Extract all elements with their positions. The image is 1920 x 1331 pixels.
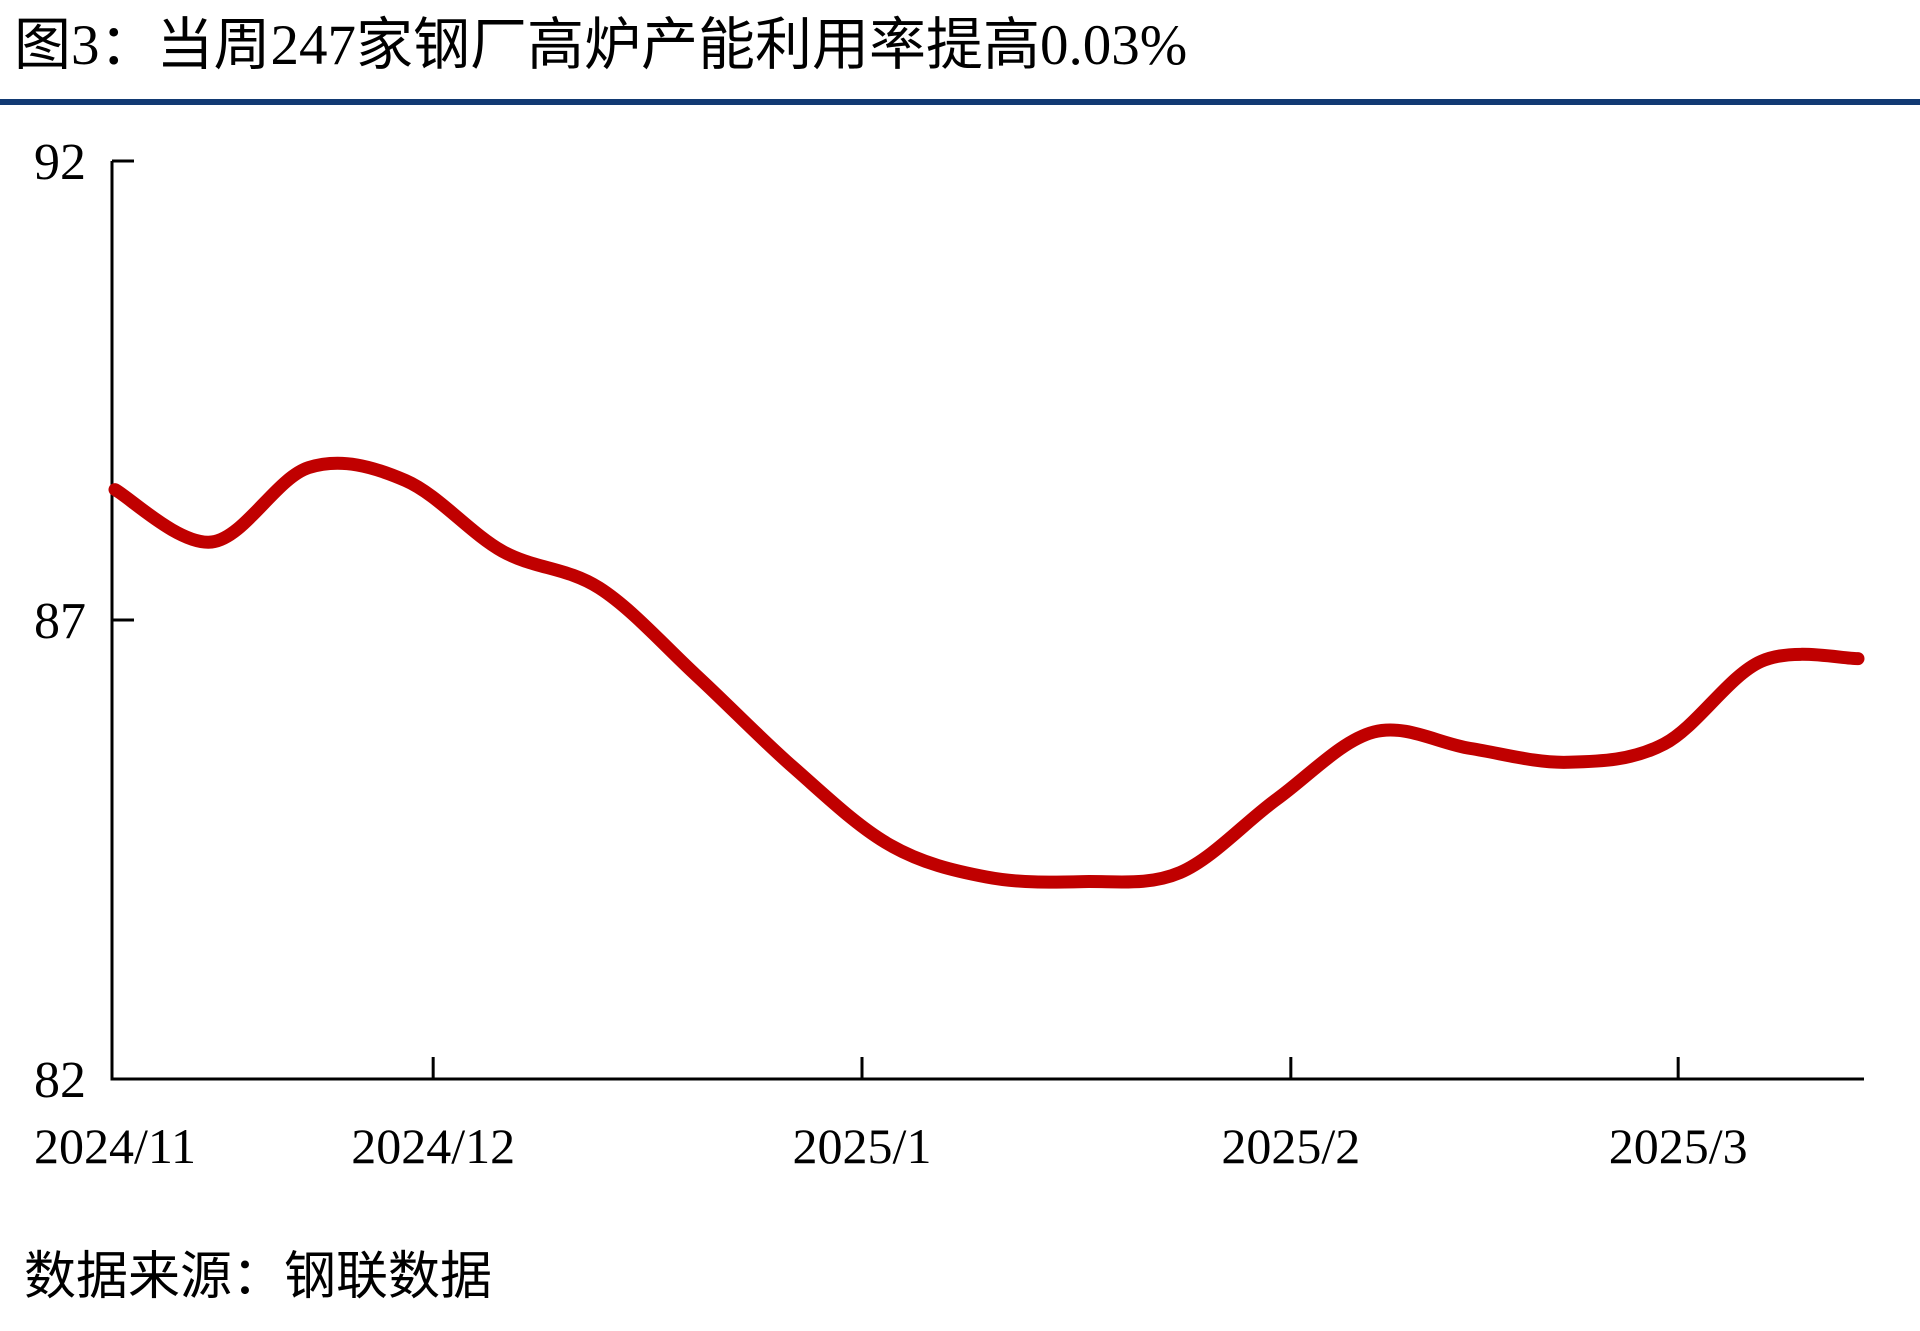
x-axis-label: 2024/12 <box>351 1118 515 1174</box>
axis-lines <box>110 161 1864 1081</box>
x-axis-label: 2025/3 <box>1609 1118 1748 1174</box>
y-axis-label: 82 <box>34 1052 86 1109</box>
title-divider <box>0 99 1920 105</box>
x-axis-label: 2025/2 <box>1221 1118 1360 1174</box>
y-axis-label: 87 <box>34 593 86 650</box>
chart-title: 图3：当周247家钢厂高炉产能利用率提高0.03% <box>14 14 1188 77</box>
y-axis-label: 92 <box>34 134 86 191</box>
data-source: 数据来源：钢联数据 <box>24 1249 493 1306</box>
utilization-line <box>108 456 1865 889</box>
x-axis-label: 2024/11 <box>34 1118 196 1174</box>
x-axis-label: 2025/1 <box>793 1118 932 1174</box>
